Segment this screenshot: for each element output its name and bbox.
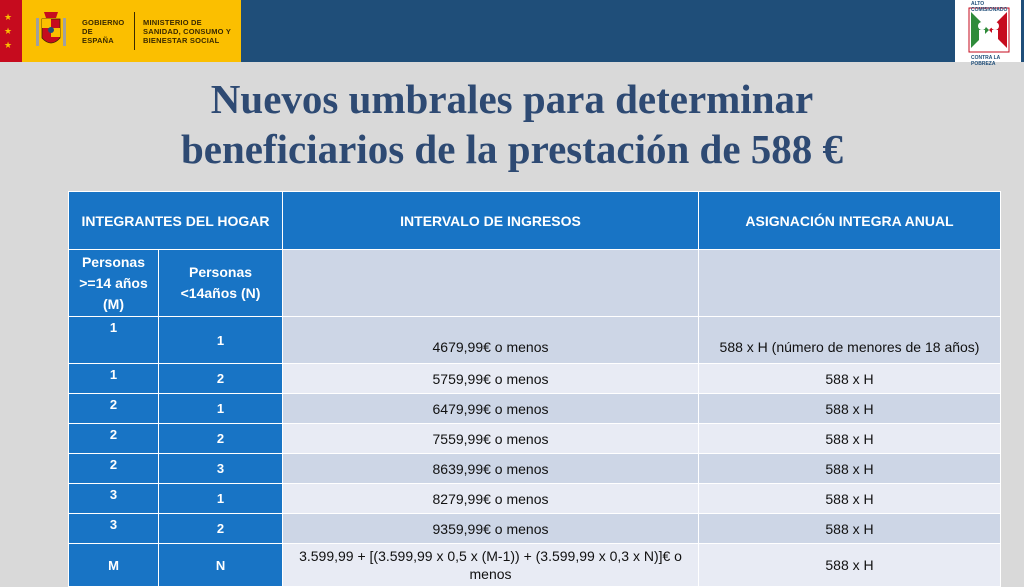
cell-m: 2: [68, 453, 159, 484]
cell-n: 1: [157, 393, 284, 424]
cell-asignacion: 588 x H (número de menores de 18 años): [698, 316, 1002, 364]
cell-intervalo: 8639,99€ o menos: [282, 453, 700, 484]
table-row: 3 1 8279,99€ o menos 588 x H: [68, 483, 1002, 514]
cell-n: 3: [157, 453, 284, 484]
table-row: 1 2 5759,99€ o menos 588 x H: [68, 363, 1002, 394]
header-integrantes: INTEGRANTES DEL HOGAR: [67, 191, 284, 250]
alto-comisionado-logo: ALTO COMISIONADO CONTRA LA POBREZA: [955, 0, 1021, 67]
cell-asignacion: 588 x H: [698, 513, 1002, 544]
cell-m: 1: [68, 363, 159, 394]
cell-m: 1: [68, 316, 159, 364]
cell-intervalo: 8279,99€ o menos: [282, 483, 700, 514]
subheader-m: Personas >=14 años (M): [68, 249, 159, 317]
cell-asignacion: 588 x H: [698, 453, 1002, 484]
cell-m: 3: [68, 483, 159, 514]
cell-intervalo: 4679,99€ o menos: [282, 316, 700, 364]
cell-n: N: [157, 543, 284, 587]
cell-asignacion: 588 x H: [698, 423, 1002, 454]
header-asignacion: ASIGNACIÓN INTEGRA ANUAL: [698, 191, 1002, 250]
logo-text-top: ALTO COMISIONADO: [971, 1, 1008, 13]
subheader-n: Personas <14años (N): [157, 249, 284, 317]
page-title: Nuevos umbrales para determinar benefici…: [40, 74, 984, 174]
cell-intervalo: 3.599,99 + [(3.599,99 x 0,5 x (M-1)) + (…: [282, 543, 700, 587]
table-row: 2 2 7559,99€ o menos 588 x H: [68, 423, 1002, 454]
divider: [134, 12, 135, 50]
cell-n: 1: [157, 316, 284, 364]
cell-n: 2: [157, 513, 284, 544]
star-icon: ★: [4, 27, 13, 37]
cell-m: 2: [68, 393, 159, 424]
children-logo-icon: [968, 7, 1010, 53]
table-header-row: INTEGRANTES DEL HOGAR INTERVALO DE INGRE…: [67, 191, 1002, 250]
subheader-blank: [282, 249, 700, 317]
ministry-text: MINISTERIO DE SANIDAD, CONSUMO Y BIENEST…: [143, 17, 231, 45]
cell-asignacion: 588 x H: [698, 393, 1002, 424]
thresholds-table: INTEGRANTES DEL HOGAR INTERVALO DE INGRE…: [67, 191, 1002, 587]
header-intervalo: INTERVALO DE INGRESOS: [282, 191, 700, 250]
table-row: 3 2 9359,99€ o menos 588 x H: [68, 513, 1002, 544]
title-line-2: beneficiarios de la prestación de 588 €: [180, 126, 844, 172]
subheader-blank: [698, 249, 1002, 317]
table-row: 2 1 6479,99€ o menos 588 x H: [68, 393, 1002, 424]
title-line-1: Nuevos umbrales para determinar: [210, 76, 814, 122]
eu-flag-strip: ★ ★ ★: [0, 0, 22, 62]
cell-intervalo: 7559,99€ o menos: [282, 423, 700, 454]
cell-asignacion: 588 x H: [698, 543, 1002, 587]
cell-asignacion: 588 x H: [698, 483, 1002, 514]
table-row: 2 3 8639,99€ o menos 588 x H: [68, 453, 1002, 484]
cell-n: 1: [157, 483, 284, 514]
government-text: GOBIERNO DE ESPAÑA: [82, 17, 125, 45]
logo-text-bottom: CONTRA LA POBREZA: [971, 55, 1001, 67]
cell-asignacion: 588 x H: [698, 363, 1002, 394]
coat-of-arms-icon: [36, 12, 66, 46]
cell-m: 3: [68, 513, 159, 544]
table-subheader-row: Personas >=14 años (M) Personas <14años …: [68, 249, 1002, 317]
cell-m: 2: [68, 423, 159, 454]
star-icon: ★: [4, 13, 13, 23]
cell-intervalo: 9359,99€ o menos: [282, 513, 700, 544]
header-band: ★ ★ ★ GOBIERNO DE ESPAÑA MINISTERIO DE S…: [0, 0, 1024, 67]
cell-n: 2: [157, 363, 284, 394]
star-icon: ★: [4, 41, 13, 51]
cell-m: M: [68, 543, 159, 587]
cell-intervalo: 6479,99€ o menos: [282, 393, 700, 424]
cell-n: 2: [157, 423, 284, 454]
table-row: 1 1 4679,99€ o menos 588 x H (número de …: [68, 316, 1002, 364]
cell-intervalo: 5759,99€ o menos: [282, 363, 700, 394]
government-logo-block: ★ ★ ★ GOBIERNO DE ESPAÑA MINISTERIO DE S…: [0, 0, 241, 62]
table-row: M N 3.599,99 + [(3.599,99 x 0,5 x (M-1))…: [68, 543, 1002, 587]
